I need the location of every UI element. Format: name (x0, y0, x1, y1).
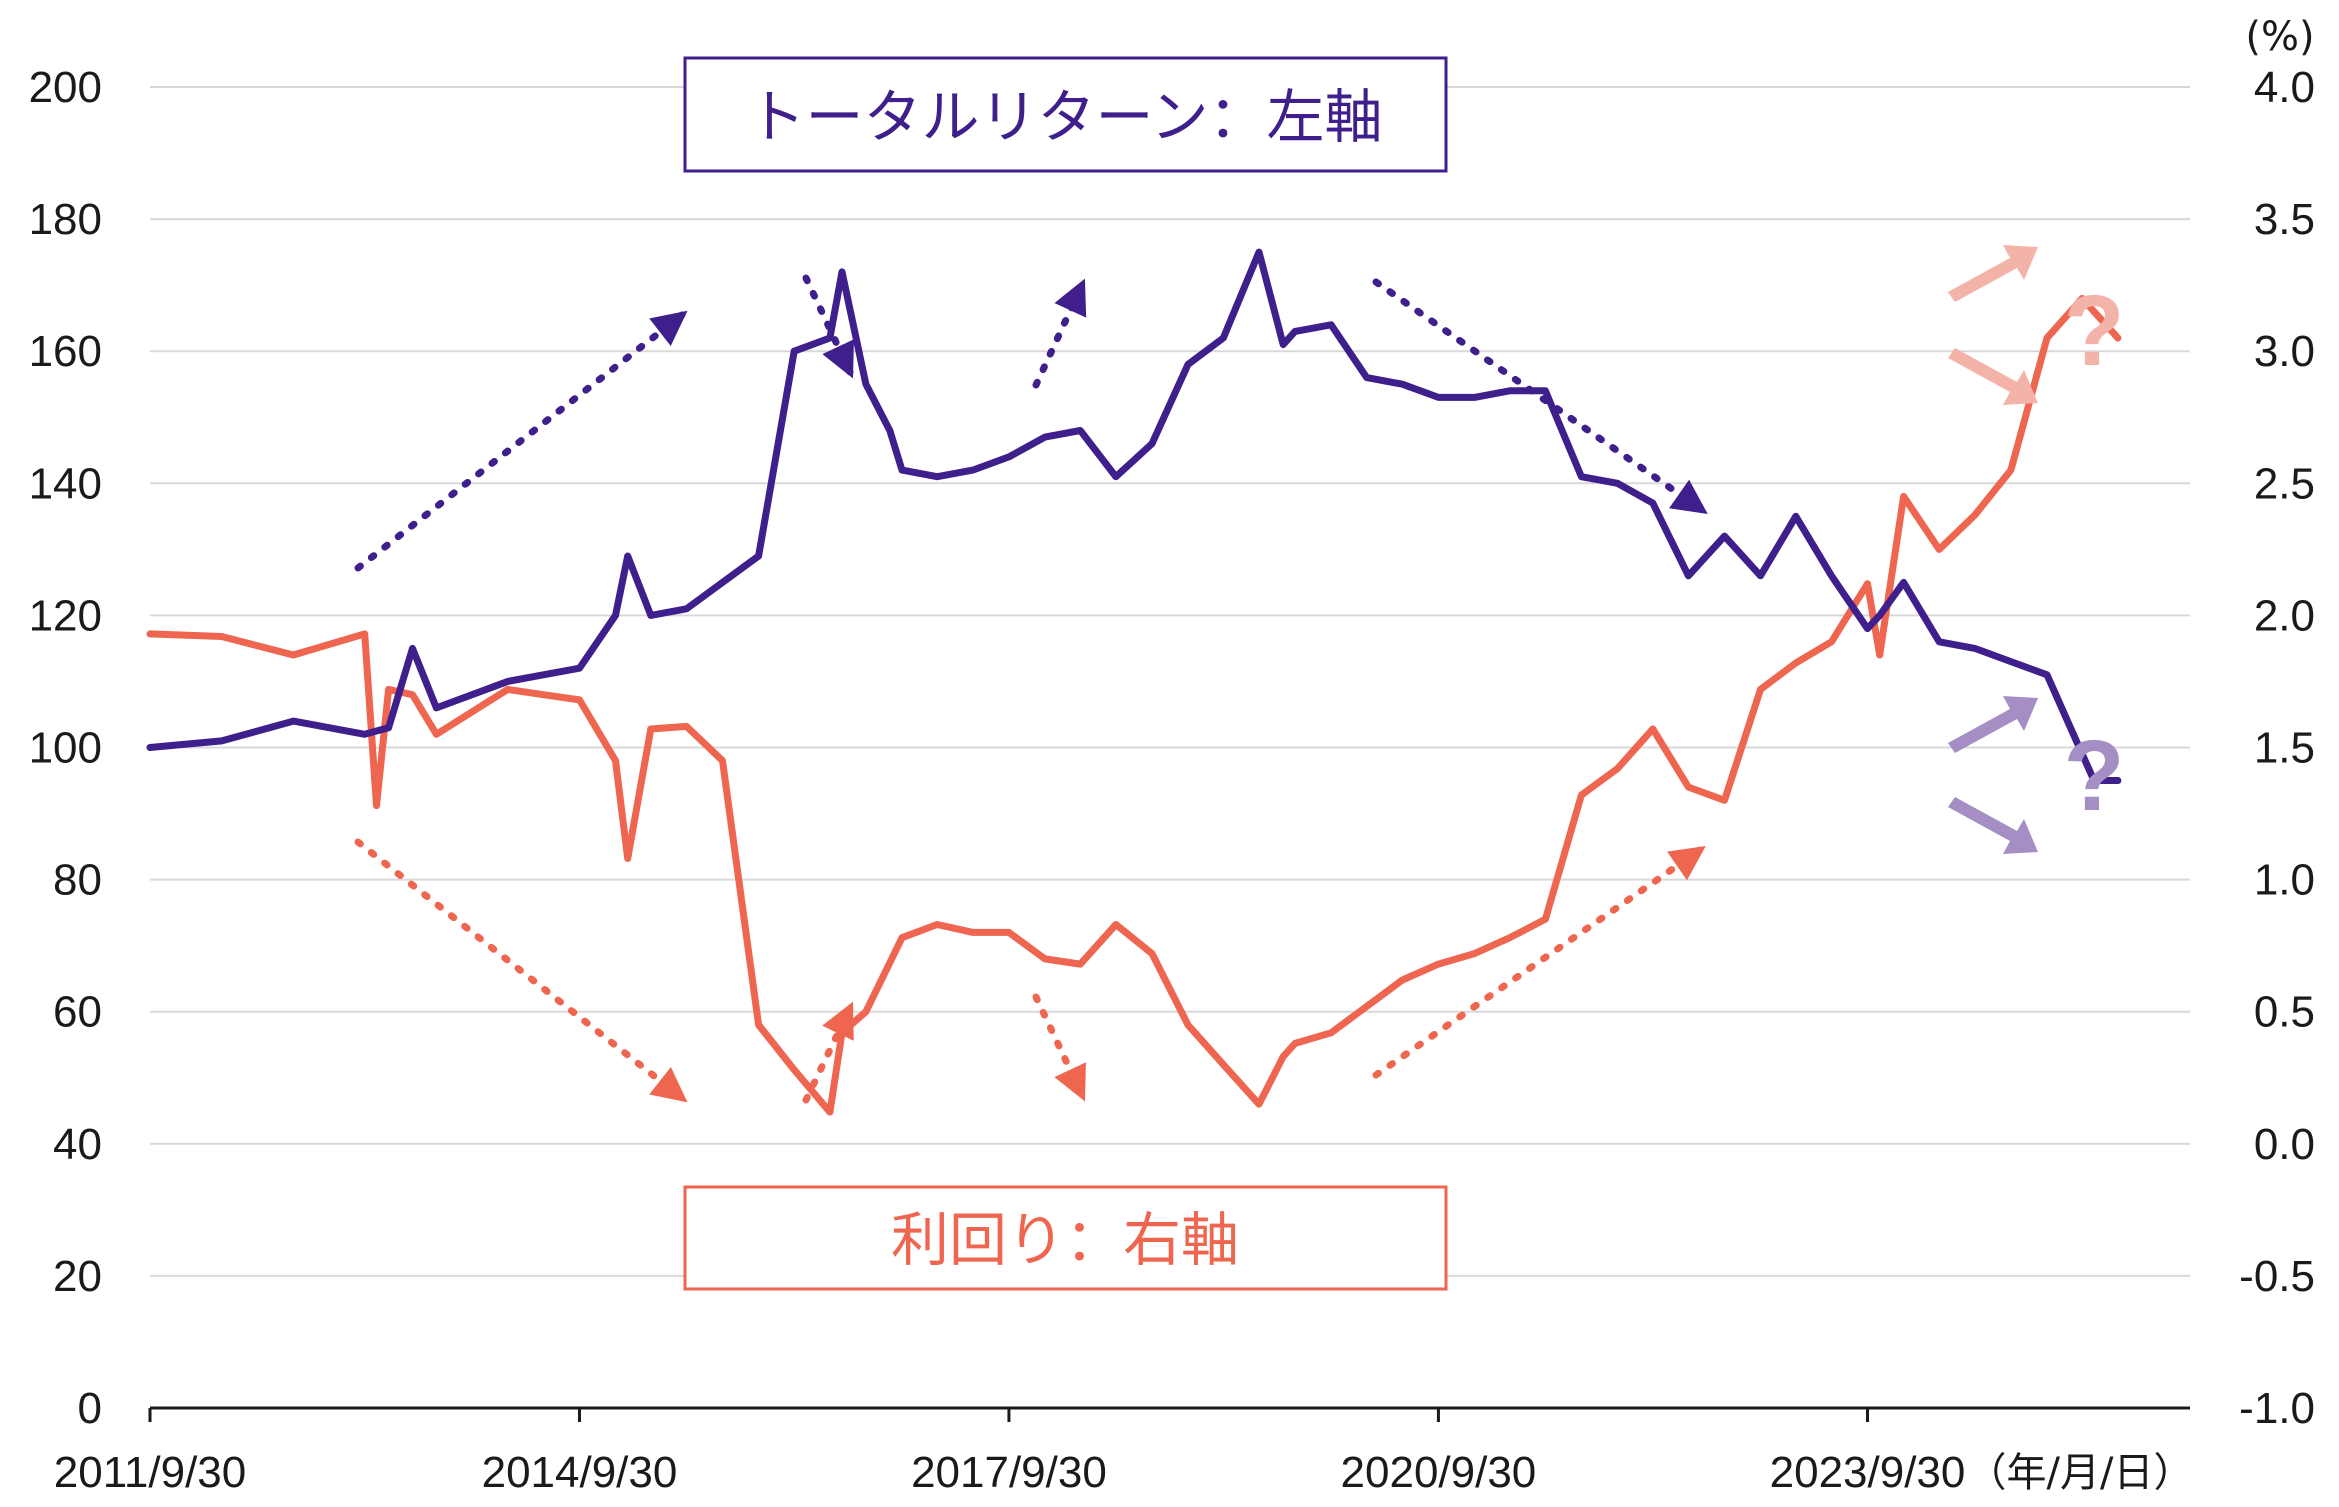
yield-trend-arrows (354, 838, 1706, 1104)
trend-arrow (354, 310, 688, 572)
total-return-future-arrows: ? (1948, 696, 2125, 854)
left-tick-label: 80 (53, 856, 102, 905)
left-tick-label: 20 (53, 1252, 102, 1301)
series-line-total-return (146, 248, 2122, 784)
left-tick-label: 200 (29, 63, 102, 112)
x-tick-label: 2020/9/30 (1341, 1448, 1537, 1497)
left-tick-label: 60 (53, 988, 102, 1037)
trend-arrow (1372, 846, 1706, 1079)
arrow-down-icon (1948, 797, 2038, 854)
total-return-label-box: トータルリターン：左軸 (683, 56, 1448, 173)
arrow-up-icon (1948, 696, 2038, 753)
x-tick-label: 2014/9/30 (482, 1448, 678, 1497)
right-tick-label: 4.0 (2254, 63, 2315, 112)
x-tick-label: 2017/9/30 (911, 1448, 1107, 1497)
right-tick-label: 2.5 (2254, 459, 2315, 508)
x-axis-unit: （年/月/日） (1967, 1450, 2194, 1496)
left-tick-label: 0 (78, 1384, 102, 1433)
right-tick-label: -1.0 (2239, 1384, 2315, 1433)
left-tick-label: 180 (29, 195, 102, 244)
x-tick-label: 2023/9/30 (1770, 1448, 1966, 1497)
question-mark: ? (2063, 720, 2124, 832)
trend-arrow (802, 1001, 854, 1104)
trend-arrow (802, 274, 854, 379)
left-tick-label: 120 (29, 591, 102, 640)
trend-arrow (354, 838, 688, 1103)
total-return-trend-arrows (354, 274, 1708, 572)
left-axis: 0 20 40 60 80 100 120 140 160 180 200 (29, 63, 102, 1433)
right-axis-unit: (%) (2245, 14, 2314, 60)
right-tick-label: 3.0 (2254, 327, 2315, 376)
trend-arrow (1032, 993, 1086, 1102)
arrow-up-icon (1948, 245, 2038, 302)
left-tick-label: 40 (53, 1120, 102, 1169)
right-tick-label: 0.5 (2254, 988, 2315, 1037)
arrow-down-icon (1948, 348, 2038, 405)
yield-label-box: 利回り：右軸 (683, 1185, 1448, 1291)
total-return-label: トータルリターン：左軸 (747, 83, 1382, 151)
x-axis: 2011/9/30 2014/9/30 2017/9/30 2020/9/30 2023… (54, 1406, 2190, 1497)
right-tick-label: 1.0 (2254, 856, 2315, 905)
trend-arrow (1372, 278, 1708, 515)
x-tick-label: 2011/9/30 (54, 1448, 246, 1497)
yield-future-arrows: ? (1948, 245, 2125, 405)
trend-arrow (1032, 278, 1087, 389)
right-tick-label: 0.0 (2254, 1120, 2315, 1169)
series-line-yield (146, 294, 2122, 1116)
right-tick-label: 1.5 (2254, 724, 2315, 773)
right-axis: -1.0 -0.5 0.0 0.5 1.0 1.5 2.0 2.5 3.0 3.5 4.0 (2239, 63, 2315, 1433)
right-tick-label: -0.5 (2239, 1252, 2315, 1301)
left-tick-label: 100 (29, 724, 102, 773)
right-tick-label: 3.5 (2254, 195, 2315, 244)
right-tick-label: 2.0 (2254, 591, 2315, 640)
left-tick-label: 160 (29, 327, 102, 376)
gridlines (150, 86, 2190, 1277)
left-tick-label: 140 (29, 459, 102, 508)
yield-label: 利回り：右軸 (891, 1206, 1239, 1274)
question-mark: ? (2063, 275, 2124, 387)
